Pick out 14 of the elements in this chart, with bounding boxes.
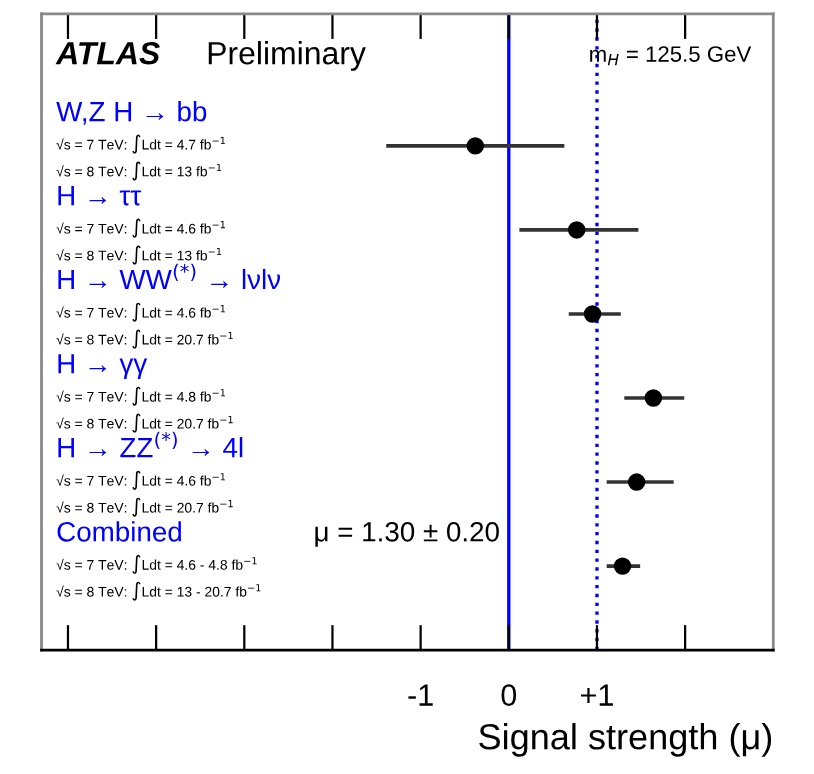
annotation: Preliminary [208, 41, 366, 71]
y-tick-label: H → WW$^{(*)}$ → lνlν [58, 263, 281, 290]
x-axis-title: Signal strength (μ) [479, 723, 772, 757]
annotation: ATLAS [55, 41, 160, 65]
x-tick-label: 0 [501, 684, 517, 706]
y-tick-label: H → γγ [58, 354, 148, 380]
y-tick-label: H → ZZ$^{(*)}$ → 4l [58, 431, 243, 458]
y-tick-label: Combined [57, 521, 181, 542]
annotation: m$_{H}$ = 125.5 GeV [590, 46, 752, 66]
y-tick-label: W,Z H → bb [56, 101, 207, 125]
annotation: μ = 1.30 ± 0.20 [315, 521, 499, 547]
x-tick-label: -1 [408, 684, 433, 706]
y-tick-label: H → ττ [58, 186, 142, 206]
x-tick-label: +1 [581, 684, 613, 706]
